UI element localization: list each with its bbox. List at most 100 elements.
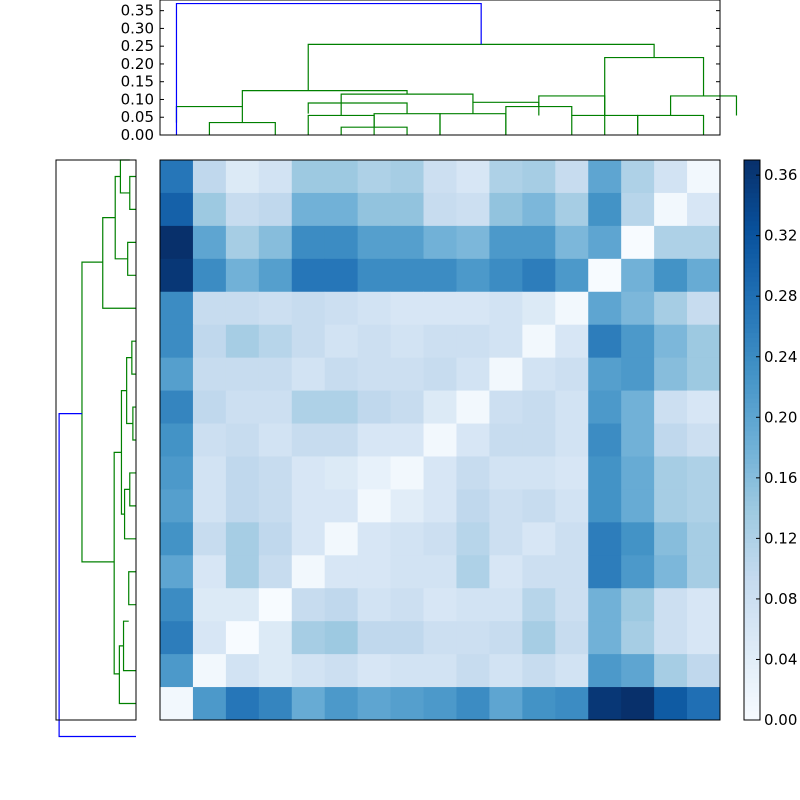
- colorbar-segment: [744, 220, 760, 226]
- heatmap-cell: [456, 324, 490, 359]
- colorbar-segment: [744, 332, 760, 338]
- top-dendrogram-link: [472, 101, 540, 114]
- heatmap-cell: [621, 489, 655, 523]
- colorbar-segment: [744, 533, 760, 539]
- heatmap-cell: [423, 687, 457, 721]
- colorbar-segment: [744, 542, 760, 548]
- colorbar-segment: [744, 463, 760, 469]
- colorbar-segment: [744, 416, 760, 422]
- heatmap-cell: [324, 687, 359, 721]
- heatmap-cell: [225, 489, 260, 523]
- colorbar-segment: [744, 608, 760, 614]
- heatmap-cell: [522, 192, 556, 227]
- colorbar-tick-label: 0.08: [764, 590, 797, 608]
- heatmap-cell: [621, 160, 655, 194]
- colorbar-segment: [744, 374, 760, 380]
- heatmap-cell: [588, 324, 622, 359]
- heatmap-cell: [687, 225, 721, 260]
- heatmap-cell: [522, 621, 556, 655]
- colorbar-segment: [744, 239, 760, 245]
- colorbar-segment: [744, 407, 760, 413]
- heatmap-cell: [357, 192, 391, 227]
- colorbar-segment: [744, 393, 760, 399]
- heatmap-cell: [225, 456, 260, 490]
- heatmap-cell: [324, 423, 359, 457]
- heatmap-cell: [555, 555, 589, 589]
- colorbar-segment: [744, 444, 760, 450]
- heatmap-cell: [291, 357, 326, 391]
- heatmap-cell: [423, 291, 457, 326]
- colorbar-segment: [744, 519, 760, 525]
- heatmap-cell: [225, 423, 260, 457]
- heatmap-cell: [423, 423, 457, 457]
- colorbar-segment: [744, 594, 760, 600]
- top-dendrogram-link: [241, 89, 408, 107]
- colorbar-segment: [744, 281, 760, 287]
- colorbar-tick-label: 0.00: [764, 711, 797, 729]
- colorbar-segment: [744, 206, 760, 212]
- colorbar-segment: [744, 505, 760, 511]
- colorbar-segment: [744, 314, 760, 320]
- colorbar-segment: [744, 318, 760, 324]
- heatmap-cell: [291, 687, 326, 721]
- heatmap-cell: [390, 621, 424, 655]
- heatmap-cell: [489, 489, 523, 523]
- top-dendrogram-tick-label: 0.10: [121, 90, 154, 108]
- heatmap-cell: [390, 192, 424, 227]
- heatmap-cell: [654, 291, 688, 326]
- heatmap-cell: [357, 390, 391, 424]
- heatmap-cell: [423, 588, 457, 622]
- colorbar-segment: [744, 696, 760, 702]
- heatmap-cell: [522, 588, 556, 622]
- heatmap-cell: [555, 423, 589, 457]
- heatmap-cell: [489, 687, 523, 721]
- colorbar-segment: [744, 253, 760, 259]
- colorbar-segment: [744, 183, 760, 189]
- heatmap-cell: [225, 225, 260, 260]
- colorbar-segment: [744, 342, 760, 348]
- colorbar-segment: [744, 570, 760, 576]
- heatmap-cell: [258, 555, 293, 589]
- colorbar-segment: [744, 295, 760, 301]
- top-dendrogram-link: [307, 102, 408, 114]
- colorbar-segment: [744, 337, 760, 343]
- heatmap-cell: [489, 357, 523, 391]
- colorbar-segment: [744, 580, 760, 586]
- heatmap-cell: [687, 192, 721, 227]
- heatmap-cell: [423, 489, 457, 523]
- top-dendrogram-tick-label: 0.35: [121, 2, 154, 20]
- heatmap-cell: [654, 522, 688, 556]
- heatmap-cell: [160, 456, 194, 490]
- colorbar-segment: [744, 454, 760, 460]
- heatmap-cell: [489, 390, 523, 424]
- colorbar-segment: [744, 365, 760, 371]
- heatmap-cell: [456, 423, 490, 457]
- heatmap-cell: [654, 258, 688, 293]
- heatmap-cell: [423, 258, 457, 293]
- heatmap-cell: [621, 357, 655, 391]
- heatmap-cell: [225, 160, 260, 194]
- left-dendrogram-frame: [55, 159, 137, 721]
- colorbar-segment: [744, 482, 760, 488]
- heatmap-cell: [291, 258, 326, 293]
- heatmap-cell: [621, 258, 655, 293]
- colorbar-segment: [744, 645, 760, 651]
- heatmap-cell: [390, 225, 424, 260]
- heatmap-cell: [258, 522, 293, 556]
- heatmap-cell: [621, 192, 655, 227]
- heatmap-cell: [555, 225, 589, 260]
- heatmap-cell: [258, 687, 293, 721]
- heatmap-cell: [522, 390, 556, 424]
- heatmap-cell: [160, 687, 194, 721]
- heatmap-cell: [324, 456, 359, 490]
- heatmap-cell: [192, 291, 227, 326]
- heatmap-cell: [225, 192, 260, 227]
- heatmap-cell: [588, 258, 622, 293]
- heatmap-cell: [258, 324, 293, 359]
- heatmap-cell: [621, 621, 655, 655]
- left-dendrogram-link: [102, 217, 136, 309]
- heatmap-cell: [160, 291, 194, 326]
- heatmap-cell: [390, 687, 424, 721]
- top-dendrogram-tick-label: 0.05: [121, 108, 154, 126]
